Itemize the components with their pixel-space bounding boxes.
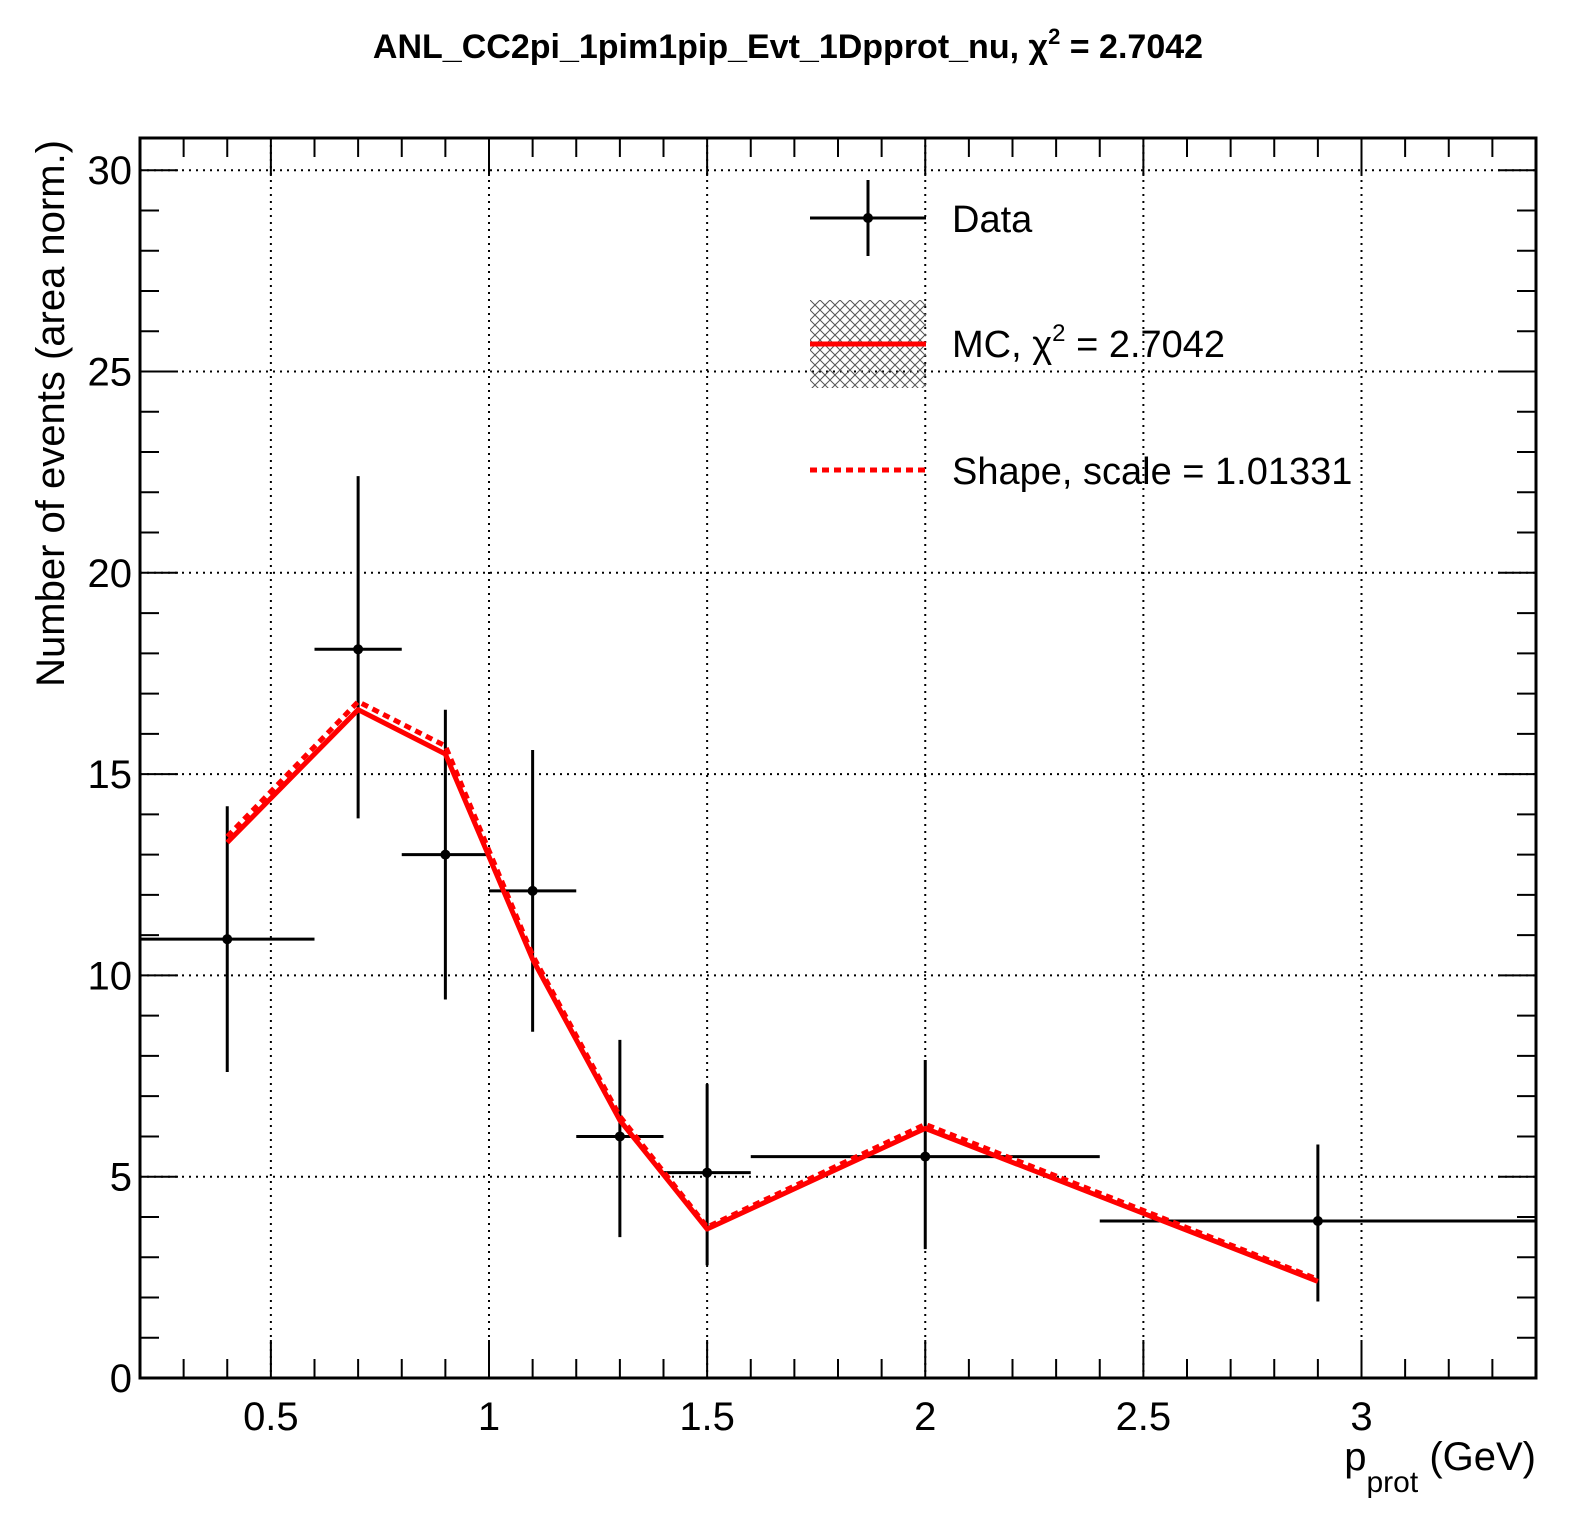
legend-entry-data: Data — [810, 180, 1033, 256]
x-tick-label: 1.5 — [679, 1395, 735, 1439]
y-tick-label: 10 — [88, 954, 133, 998]
data-marker — [920, 1151, 931, 1162]
data-point — [750, 1059, 1100, 1250]
plot-frame — [138, 136, 1538, 1380]
legend-entry-shape: Shape, scale = 1.01331 — [810, 451, 1352, 493]
x-tick-label: 1 — [478, 1395, 500, 1439]
data-marker — [222, 934, 233, 945]
plot-area — [140, 476, 1536, 1302]
y-tick-label: 0 — [110, 1357, 132, 1401]
legend-mc-label: MC, χ2 = 2.7042 — [952, 320, 1225, 366]
x-axis-label: pprot (GeV) — [1344, 1435, 1536, 1499]
data-point — [1099, 1144, 1536, 1302]
y-tick-label: 30 — [88, 149, 133, 193]
y-tick-label: 25 — [88, 351, 133, 395]
y-tick-label: 5 — [110, 1156, 132, 1200]
x-tick-label: 2 — [914, 1395, 936, 1439]
legend: Data MC, χ2 = 2.7042 Shape, scale = 1.01… — [810, 180, 1352, 493]
legend-data-marker-dot — [863, 213, 873, 223]
y-axis-label: Number of events (area norm.) — [29, 140, 73, 687]
grid — [140, 138, 1536, 1378]
data-point — [140, 806, 315, 1073]
series-line-shape — [225, 699, 1319, 1282]
x-tick-label: 2.5 — [1116, 1395, 1172, 1439]
chart-title: ANL_CC2pi_1pim1pip_Evt_1Dpprot_nu, χ2 = … — [373, 24, 1203, 66]
series-line-mc — [225, 707, 1319, 1284]
data-marker — [527, 885, 538, 896]
legend-shape-label: Shape, scale = 1.01331 — [952, 451, 1352, 493]
x-tick-label: 0.5 — [243, 1395, 299, 1439]
axis-ticks — [139, 138, 1537, 1379]
legend-data-label: Data — [952, 199, 1033, 241]
data-point — [663, 1084, 751, 1266]
y-tick-label: 20 — [88, 552, 133, 596]
data-marker — [440, 849, 451, 860]
data-marker — [702, 1167, 713, 1178]
y-tick-label: 15 — [88, 753, 133, 797]
data-marker — [614, 1131, 625, 1142]
legend-entry-mc: MC, χ2 = 2.7042 — [810, 300, 1225, 388]
x-tick-label: 3 — [1350, 1395, 1372, 1439]
data-point — [576, 1039, 664, 1238]
data-marker — [353, 644, 364, 655]
data-point — [314, 476, 402, 819]
data-marker — [1312, 1215, 1323, 1226]
